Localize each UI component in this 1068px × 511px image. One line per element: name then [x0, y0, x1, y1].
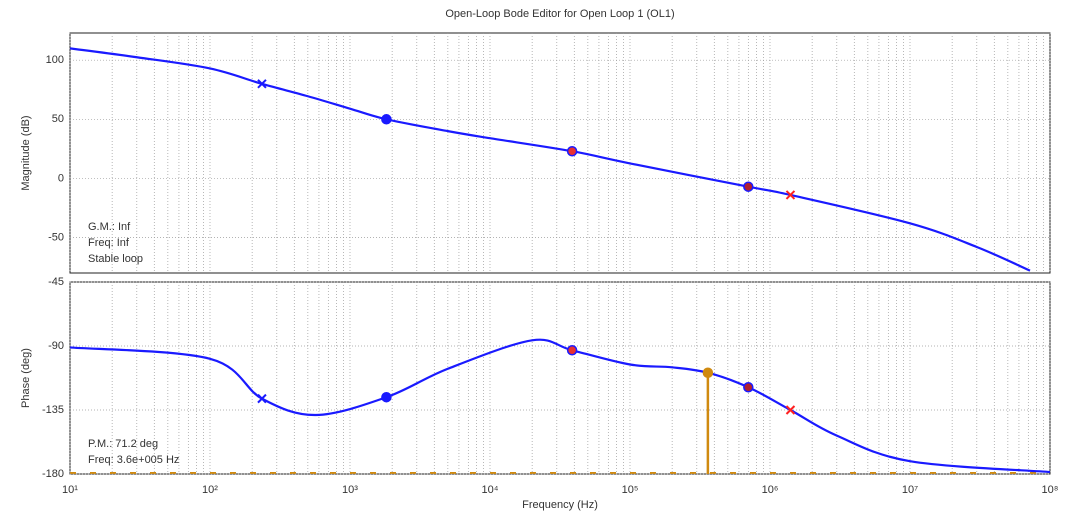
annotation: Stable loop: [88, 253, 143, 265]
o-marker: [743, 381, 754, 393]
x-tick-label: 10⁸: [1042, 484, 1059, 496]
x-marker: [257, 393, 267, 404]
y-axis-label: Magnitude (dB): [20, 115, 32, 190]
x-tick-label: 10²: [202, 484, 218, 496]
x-tick-label: 10⁵: [622, 484, 639, 496]
magnitude-axes: [69, 32, 1051, 274]
x-tick-label: 10³: [342, 484, 358, 496]
x-tick-label: 10¹: [62, 484, 78, 496]
phase-axes: [69, 281, 1051, 475]
x-tick-label: 10⁷: [902, 484, 918, 496]
x-marker: [257, 79, 267, 89]
dot: [743, 181, 754, 192]
y-tick-label: 0: [58, 172, 64, 184]
annotation: Freq: Inf: [88, 237, 130, 249]
x-stroke: [785, 405, 796, 415]
y-tick-label: -50: [48, 231, 64, 243]
y-axis-label: Phase (deg): [20, 348, 32, 408]
y-tick-label: 100: [46, 54, 64, 66]
chart-title: Open-Loop Bode Editor for Open Loop 1 (O…: [445, 8, 674, 20]
dot: [566, 345, 578, 356]
y-tick-label: -180: [42, 468, 64, 480]
response-curve: [69, 47, 1031, 272]
annotation: Freq: 3.6e+005 Hz: [88, 454, 179, 466]
annotation: G.M.: Inf: [88, 221, 131, 233]
x-stroke: [257, 393, 267, 404]
dot: [743, 381, 754, 393]
o-marker: [381, 114, 392, 125]
x-tick-label: 10⁴: [482, 484, 499, 496]
annotation: P.M.: 71.2 deg: [88, 438, 158, 450]
o-marker: [381, 391, 392, 403]
dot: [381, 114, 392, 125]
o-marker: [566, 345, 578, 356]
dot: [566, 145, 578, 157]
y-tick-label: 50: [52, 113, 64, 125]
x-stroke: [785, 190, 796, 200]
y-tick-label: -45: [48, 276, 64, 288]
x-marker: [785, 405, 796, 415]
x-axis-label: Frequency (Hz): [522, 499, 598, 511]
o-marker: [566, 145, 578, 157]
dot: [702, 367, 714, 378]
y-tick-label: -90: [48, 340, 64, 352]
x-marker: [785, 190, 796, 200]
dot: [381, 391, 392, 403]
x-stroke: [257, 79, 267, 89]
o-marker: [743, 181, 754, 192]
x-tick-label: 10⁶: [762, 484, 779, 496]
response-curve: [69, 338, 1051, 474]
y-tick-label: -135: [42, 404, 64, 416]
o-marker: [702, 367, 714, 474]
